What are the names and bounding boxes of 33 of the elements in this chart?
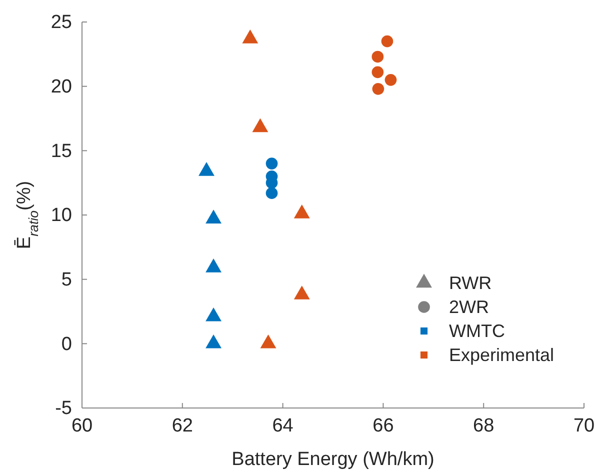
annotation: RWR [449, 273, 492, 293]
point [266, 187, 278, 200]
x-tick-label: 66 [372, 415, 394, 436]
point [381, 35, 394, 48]
y-tick-label: 0 [61, 334, 72, 355]
point [294, 204, 310, 218]
point [372, 83, 384, 95]
y-tick-label: 15 [50, 140, 72, 162]
x-axis-title: Battery Energy (Wh/km) [232, 449, 434, 470]
point [206, 307, 222, 322]
point [372, 50, 384, 63]
annotation: WMTC [449, 321, 505, 341]
point [198, 162, 214, 176]
point [294, 286, 310, 300]
annotation: 2WR [449, 297, 489, 317]
y-tick-label: 20 [50, 76, 72, 98]
y-tick-label: -5 [55, 398, 72, 420]
point [206, 258, 222, 272]
point [266, 158, 278, 170]
x-tick-label: 60 [71, 415, 93, 436]
x-tick-label: 64 [272, 415, 294, 436]
x-tick-label: 68 [473, 415, 494, 436]
y-tick-label: 25 [50, 12, 72, 34]
x-tick-label: 70 [573, 415, 595, 436]
point [206, 334, 222, 348]
annotation: Experimental [449, 345, 554, 365]
point [384, 74, 397, 86]
x-tick-label: 62 [172, 415, 193, 436]
y-tick-label: 10 [50, 205, 72, 226]
y-tick-label: 5 [61, 269, 72, 290]
point [260, 334, 276, 348]
point [206, 210, 222, 224]
point [372, 66, 384, 78]
